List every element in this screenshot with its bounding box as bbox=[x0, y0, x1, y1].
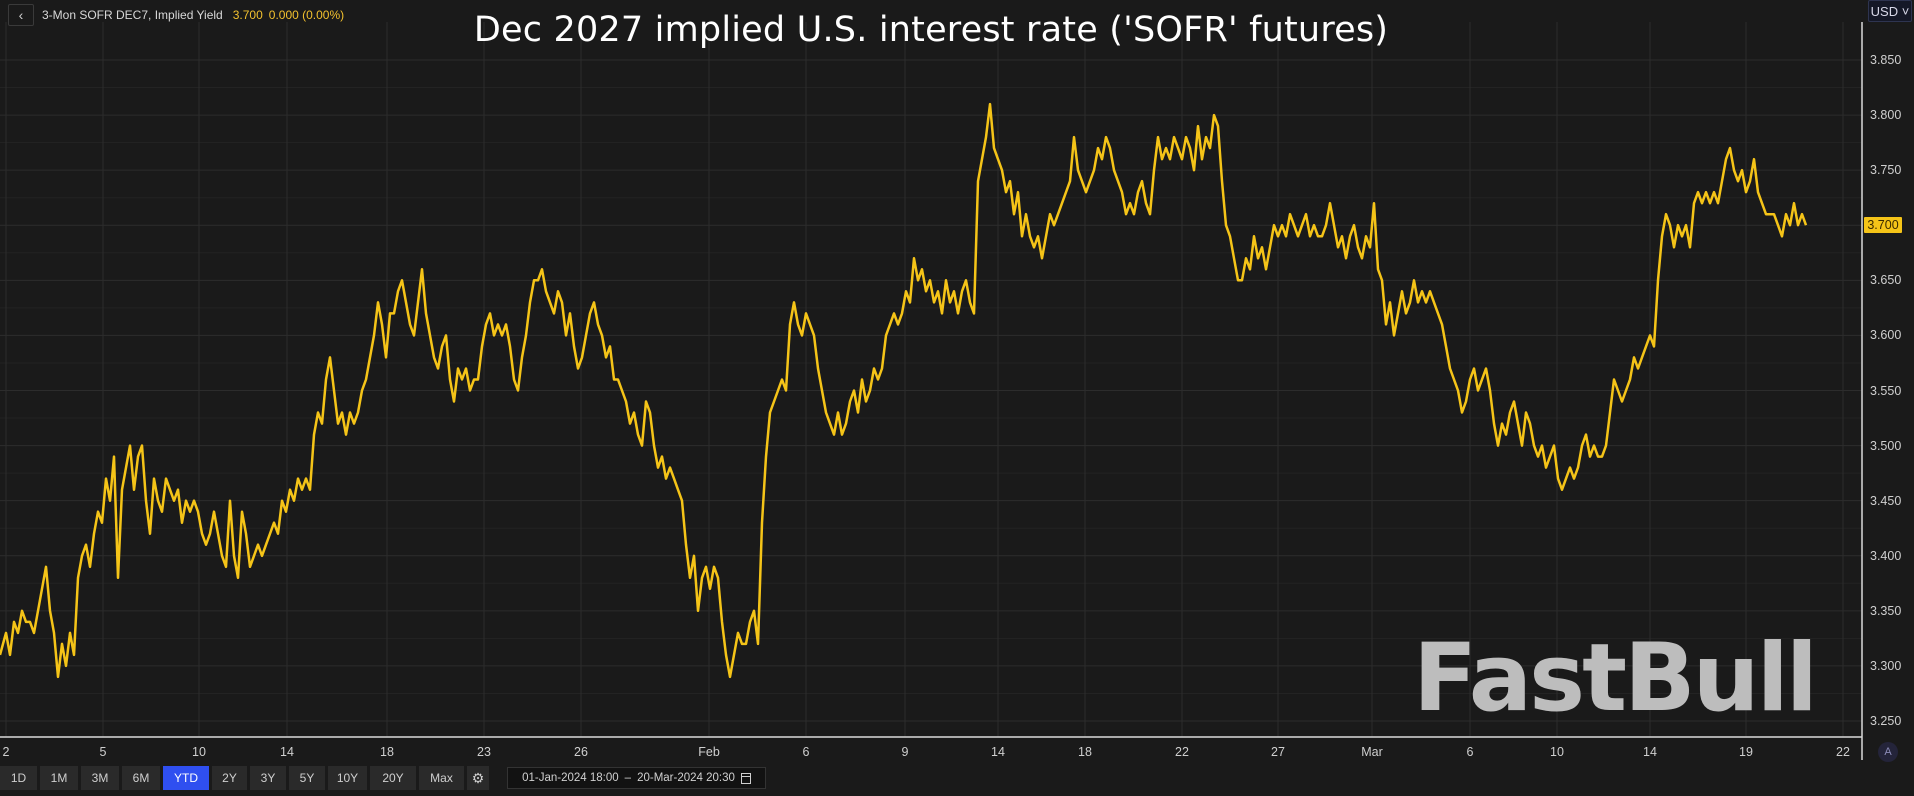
y-tick-label: 3.750 bbox=[1870, 163, 1902, 178]
y-tick-label: 3.500 bbox=[1870, 438, 1902, 453]
y-tick-label: 3.600 bbox=[1870, 328, 1902, 343]
range-button-3m[interactable]: 3M bbox=[81, 766, 119, 790]
x-tick-label: 26 bbox=[574, 745, 588, 759]
y-tick-label: 3.450 bbox=[1870, 493, 1902, 508]
series-legend: ‹ 3-Mon SOFR DEC7, Implied Yield 3.700 0… bbox=[8, 4, 350, 26]
x-tick-label: 9 bbox=[901, 745, 909, 759]
instrument-name: 3-Mon SOFR DEC7, Implied Yield bbox=[42, 8, 223, 22]
fastbull-watermark: FastBull bbox=[1413, 624, 1818, 733]
x-tick-label: Feb bbox=[698, 745, 720, 759]
y-tick-label: 3.250 bbox=[1870, 714, 1902, 728]
range-button-1d[interactable]: 1D bbox=[0, 766, 37, 790]
currency-select[interactable]: USD ˅ bbox=[1868, 0, 1912, 22]
range-button-1m[interactable]: 1M bbox=[40, 766, 78, 790]
range-button-6m[interactable]: 6M bbox=[122, 766, 160, 790]
range-button-2y[interactable]: 2Y bbox=[212, 766, 247, 790]
x-tick-label: 22 bbox=[1836, 745, 1850, 759]
change-value: 0.000 (0.00%) bbox=[268, 8, 345, 22]
date-separator: – bbox=[624, 772, 632, 784]
x-tick-label: 6 bbox=[802, 745, 810, 759]
back-button[interactable]: ‹ bbox=[8, 4, 34, 26]
x-tick-label: 22 bbox=[1175, 745, 1189, 759]
x-tick-label: 2 bbox=[2, 745, 10, 759]
x-tick-label: 5 bbox=[99, 745, 107, 759]
last-price-tag: 3.700 bbox=[1864, 217, 1902, 234]
y-tick-label: 3.300 bbox=[1870, 658, 1902, 673]
chevron-left-icon: ‹ bbox=[18, 7, 24, 23]
date-to: 20-Mar-2024 20:30 bbox=[637, 772, 735, 784]
y-tick-label: 3.350 bbox=[1870, 603, 1902, 618]
x-tick-label: 18 bbox=[380, 745, 394, 759]
date-from: 01-Jan-2024 18:00 bbox=[522, 772, 619, 784]
x-tick-label: Mar bbox=[1361, 745, 1383, 759]
last-value: 3.700 bbox=[232, 8, 263, 22]
calendar-icon bbox=[740, 772, 751, 784]
range-button-5y[interactable]: 5Y bbox=[289, 766, 325, 790]
gear-icon[interactable]: ⚙ bbox=[467, 766, 489, 790]
date-range-picker[interactable]: 01-Jan-2024 18:00 – 20-Mar-2024 20:30 bbox=[507, 767, 766, 789]
range-button-20y[interactable]: 20Y bbox=[370, 766, 416, 790]
y-tick-label: 3.800 bbox=[1870, 108, 1902, 123]
yield-line bbox=[0, 102, 1808, 679]
chart-grid bbox=[0, 22, 1862, 737]
x-tick-label: 27 bbox=[1271, 745, 1285, 759]
y-tick-label: 3.400 bbox=[1870, 548, 1902, 563]
range-button-3y[interactable]: 3Y bbox=[250, 766, 286, 790]
x-tick-label: 6 bbox=[1466, 745, 1474, 759]
range-button-max[interactable]: Max bbox=[419, 766, 464, 790]
x-tick-label: 19 bbox=[1739, 745, 1753, 759]
range-button-ytd[interactable]: YTD bbox=[163, 766, 209, 790]
x-tick-label: 18 bbox=[1078, 745, 1092, 759]
y-tick-label: 3.650 bbox=[1870, 273, 1902, 288]
y-tick-label: 3.550 bbox=[1870, 383, 1902, 398]
chart-title: Dec 2027 implied U.S. interest rate ('SO… bbox=[473, 10, 1389, 50]
auto-scale-button[interactable]: A bbox=[1878, 742, 1898, 762]
x-tick-label: 23 bbox=[477, 745, 491, 759]
range-button-10y[interactable]: 10Y bbox=[328, 766, 367, 790]
range-selector: 1D 1M 3M 6M YTD 2Y 3Y 5Y 10Y 20Y Max ⚙ bbox=[0, 766, 489, 790]
x-tick-label: 14 bbox=[991, 745, 1005, 759]
x-tick-label: 14 bbox=[280, 745, 294, 759]
x-tick-label: 14 bbox=[1643, 745, 1657, 759]
x-tick-label: 10 bbox=[1550, 745, 1564, 759]
y-tick-label: 3.850 bbox=[1870, 53, 1902, 67]
x-tick-label: 10 bbox=[192, 745, 206, 759]
